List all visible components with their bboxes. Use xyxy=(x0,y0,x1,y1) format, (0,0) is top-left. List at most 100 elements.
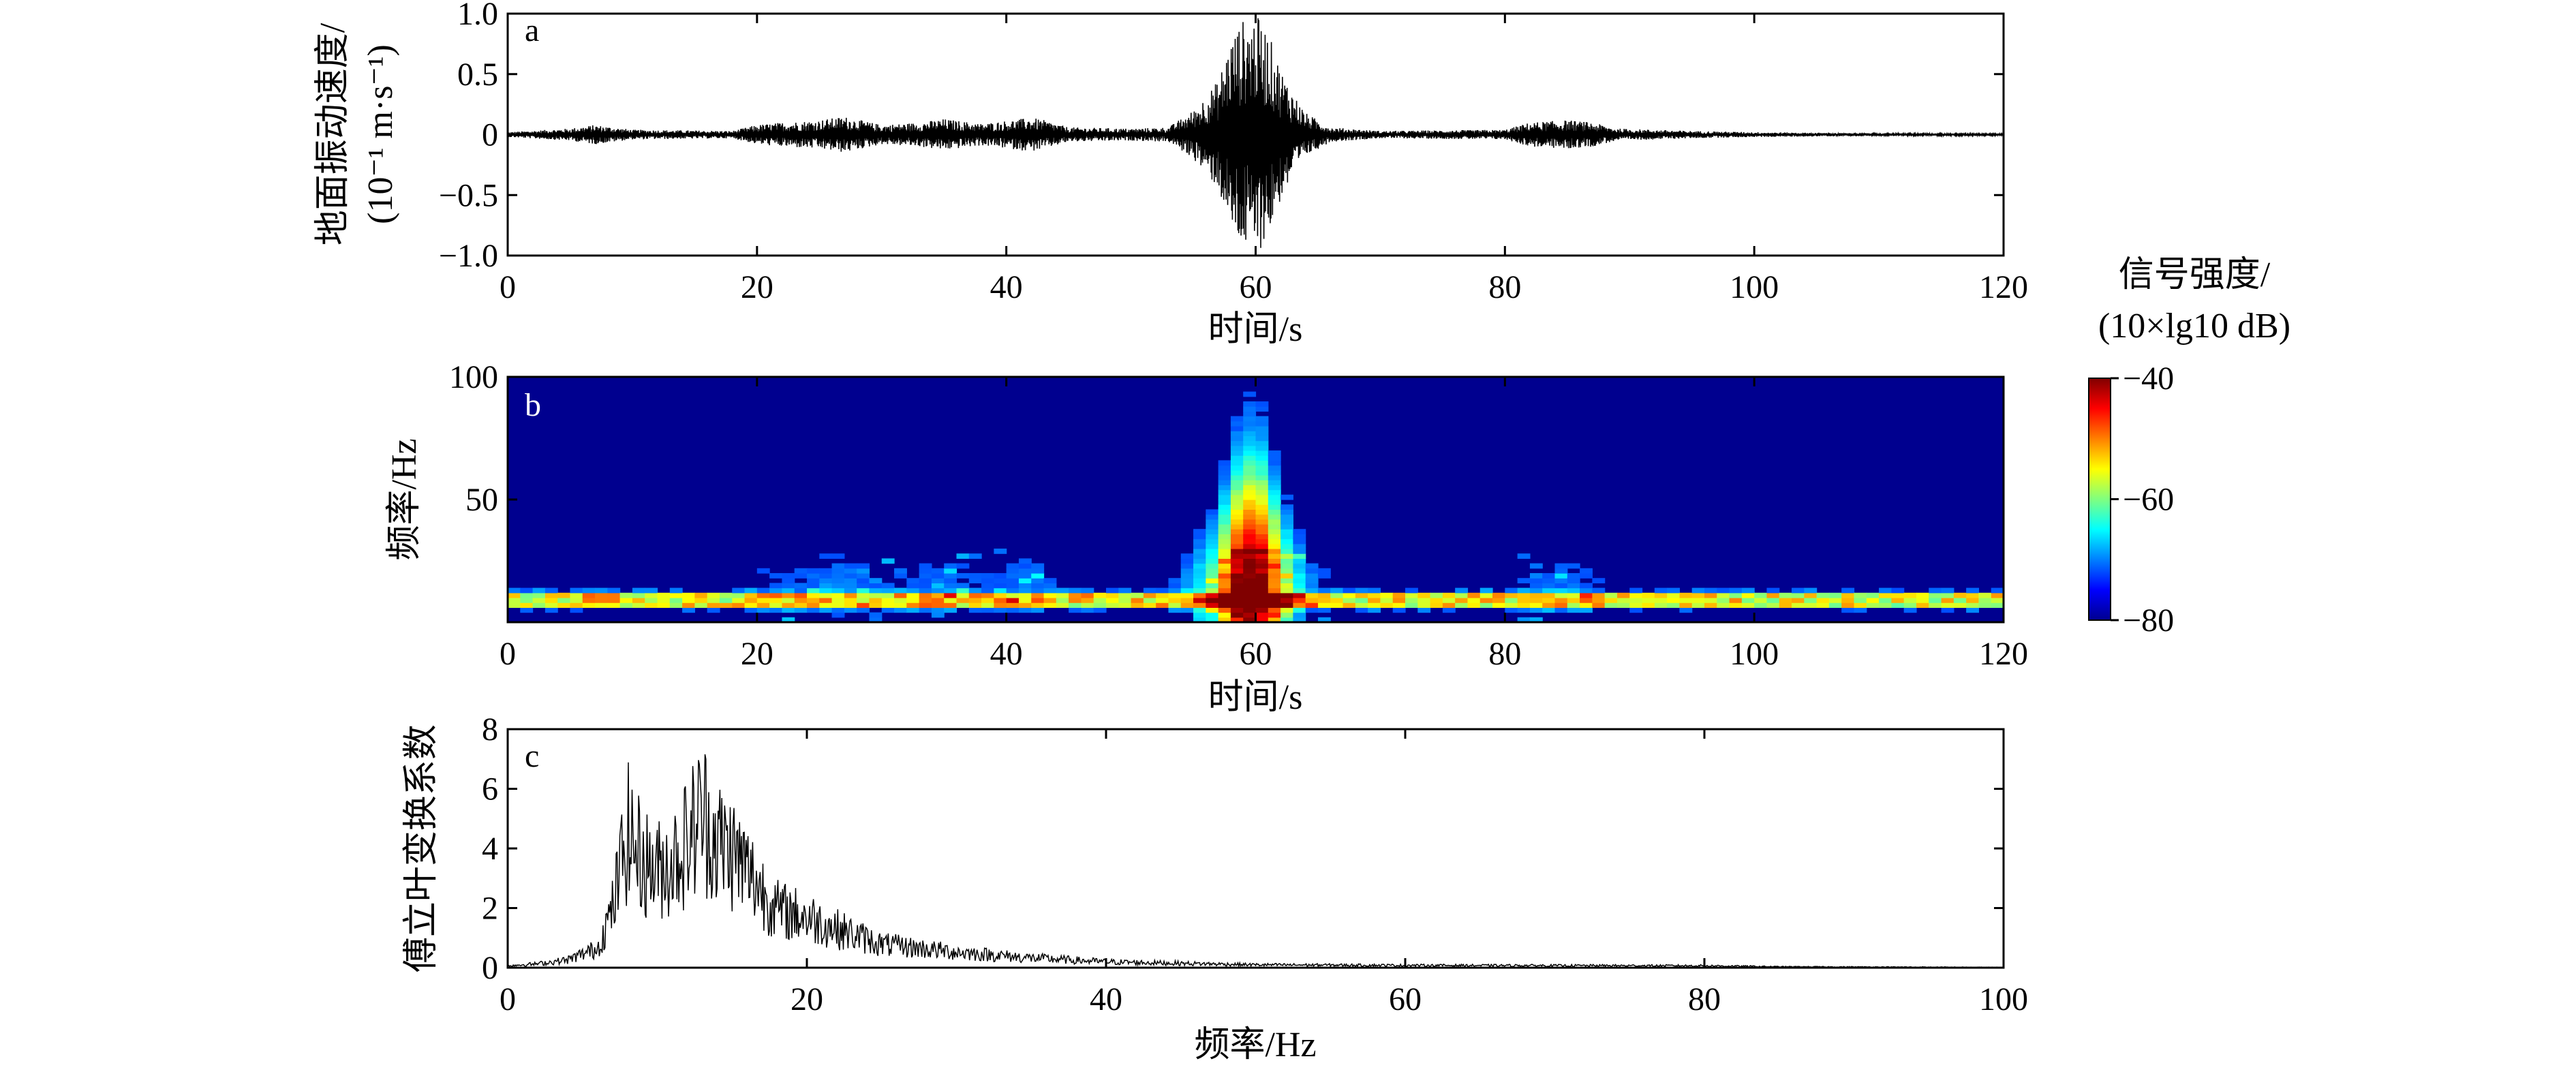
spectrogram-cell xyxy=(994,598,1007,603)
spectrogram-cell xyxy=(1293,617,1306,623)
spectrogram-cell xyxy=(1255,406,1269,412)
spectrogram-cell xyxy=(1355,607,1368,613)
spectrogram-cell xyxy=(1542,578,1556,583)
spectrogram-cell xyxy=(831,573,845,579)
spectrogram-cell xyxy=(707,607,720,613)
spectrogram-cell xyxy=(1281,612,1293,618)
spectrogram-cell xyxy=(1230,494,1244,500)
spectrogram-cell xyxy=(619,592,633,598)
spectrogram-cell xyxy=(1293,602,1306,608)
spectrogram-cell xyxy=(807,583,820,589)
spectrogram-cell xyxy=(956,598,970,603)
spectrogram-cell xyxy=(1293,553,1306,559)
spectrogram-cell xyxy=(1006,573,1019,579)
spectrogram-cell xyxy=(1268,617,1281,623)
spectrogram-cells xyxy=(508,391,2004,623)
spectrogram-cell xyxy=(1081,598,1094,603)
spectrogram-cell xyxy=(1281,573,1293,579)
spectrogram-cell xyxy=(1031,563,1045,569)
spectrogram-cell xyxy=(669,598,683,603)
spectrogram-cell xyxy=(1667,598,1681,603)
spectrogram-cell xyxy=(1580,583,1593,589)
spectrogram-cell xyxy=(1255,455,1269,461)
spectrogram-cell xyxy=(881,607,895,613)
spectrogram-cell xyxy=(1056,598,1069,603)
spectrogram-cell xyxy=(1193,529,1206,534)
spectrogram-cell xyxy=(1230,420,1244,427)
spectrogram-cell xyxy=(1255,578,1269,583)
spectrogram-cell xyxy=(1243,587,1257,594)
spectrogram-cell xyxy=(968,553,982,559)
spectrogram-cell xyxy=(1380,602,1394,608)
spectrogram-cell xyxy=(1255,514,1269,520)
spectrogram-cell xyxy=(1255,416,1269,422)
spectrogram-cell xyxy=(1305,607,1319,613)
spectrogram-cell xyxy=(1193,598,1206,603)
spectrogram-cell xyxy=(1293,592,1306,598)
spectrogram-cell xyxy=(1804,587,1818,594)
spectrogram-cell xyxy=(1704,602,1717,608)
spectrogram-cell xyxy=(1255,494,1269,500)
spectrogram-cell xyxy=(1156,602,1169,608)
spectrogram-cell xyxy=(1230,558,1244,564)
spectrogram-cell xyxy=(1018,592,1032,598)
spectrogram-cell xyxy=(844,563,857,569)
spectrogram-cell xyxy=(1978,592,1992,598)
panel-c-xtick-label: 60 xyxy=(1389,981,1422,1017)
spectrogram-cell xyxy=(1206,553,1219,559)
spectrogram-cell xyxy=(732,598,746,603)
spectrogram-cell xyxy=(807,607,820,613)
spectrogram-cell xyxy=(1629,602,1643,608)
spectrogram-cell xyxy=(981,602,994,608)
spectrogram-cell xyxy=(532,587,546,594)
spectrogram-cell xyxy=(1006,568,1019,574)
spectrogram-cell xyxy=(1206,583,1219,589)
spectrogram-cell xyxy=(1230,568,1244,574)
spectrogram-cell xyxy=(944,592,957,598)
spectrogram-cell xyxy=(1243,470,1257,476)
spectrogram-cell xyxy=(1255,426,1269,431)
spectrogram-cell xyxy=(1193,558,1206,564)
spectrogram-cell xyxy=(1243,529,1257,534)
spectrogram-cell xyxy=(931,587,945,594)
panel-b-xtick-label: 80 xyxy=(1488,636,1521,672)
panel-c-xtick-label: 80 xyxy=(1688,981,1721,1017)
spectrogram-cell xyxy=(1218,460,1231,466)
spectrogram-cell xyxy=(1704,598,1717,603)
spectrogram-cell xyxy=(1841,598,1855,603)
spectrogram-cell xyxy=(1193,573,1206,579)
spectrogram-cell xyxy=(1567,602,1580,608)
spectrogram-cell xyxy=(1243,558,1257,564)
spectrogram-cell xyxy=(1991,602,2004,608)
spectrogram-cell xyxy=(1691,602,1705,608)
spectrogram-cell xyxy=(1966,602,1980,608)
spectrogram-cell xyxy=(1180,573,1194,579)
spectrogram-cell xyxy=(1642,598,1655,603)
spectrogram-cell xyxy=(1268,538,1281,544)
spectrogram-cell xyxy=(1529,598,1543,603)
spectrogram-cell xyxy=(1206,612,1219,618)
spectrogram-cell xyxy=(782,607,795,613)
spectrogram-cell xyxy=(1517,587,1531,594)
spectrogram-cell xyxy=(1891,602,1905,608)
spectrogram-cell xyxy=(1230,549,1244,554)
spectrogram-cell xyxy=(744,592,758,598)
spectrogram-cell xyxy=(1779,598,1792,603)
spectrogram-cell xyxy=(1193,543,1206,549)
spectrogram-cell xyxy=(1766,587,1780,594)
spectrogram-cell xyxy=(1268,524,1281,530)
spectrogram-cell xyxy=(1255,538,1269,544)
spectrogram-cell xyxy=(1903,592,1917,598)
spectrogram-cell xyxy=(1442,592,1456,598)
spectrogram-cell xyxy=(1255,524,1269,530)
spectrogram-cell xyxy=(1741,602,1755,608)
panel-b-yaxis: 50 100 xyxy=(449,359,517,518)
spectrogram-cell xyxy=(1592,602,1606,608)
spectrogram-cell xyxy=(1941,598,1954,603)
spectrogram-cell xyxy=(1281,558,1293,564)
panel-a-xtick-label: 100 xyxy=(1730,269,1779,305)
spectrogram-cell xyxy=(1268,470,1281,476)
spectrogram-cell xyxy=(831,583,845,589)
spectrogram-cell xyxy=(844,607,857,613)
panel-b-xtick-label: 20 xyxy=(741,636,773,672)
